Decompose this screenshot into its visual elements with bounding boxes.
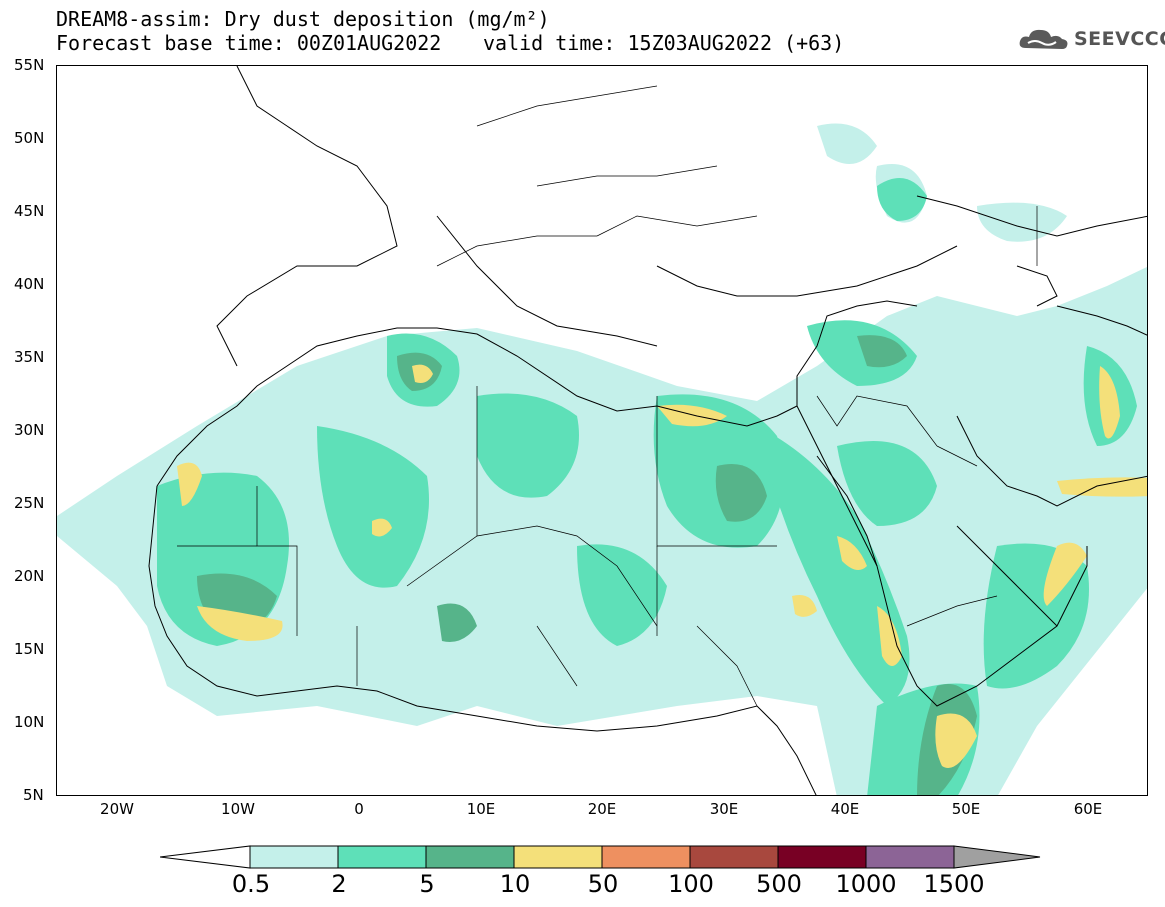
coastlines: [148, 66, 1147, 795]
colorbar-bin: [601, 845, 691, 869]
lat-label-45n: 45N: [14, 202, 45, 220]
map-area: [56, 65, 1148, 796]
lon-label-10w: 10W: [221, 800, 255, 818]
colorbar-bin: [249, 845, 339, 869]
colorbar-bin: [865, 845, 955, 869]
lon-label-20e: 20E: [587, 800, 617, 818]
colorbar-label: 50: [587, 870, 619, 898]
lat-label-50n: 50N: [14, 129, 45, 147]
colorbar-bin: [337, 845, 427, 869]
colorbar-upper-arrow: [953, 845, 1041, 869]
colorbar-label: 100: [668, 870, 714, 898]
lat-label-20n: 20N: [14, 567, 45, 585]
colorbar-label: 1500: [923, 870, 985, 898]
colorbar-label: 0.5: [231, 870, 271, 898]
colorbar-label: 5: [419, 870, 435, 898]
lat-label-55n: 55N: [14, 56, 45, 74]
cloud-icon: [1019, 29, 1068, 49]
lat-label-25n: 25N: [14, 494, 45, 512]
lon-label-50e: 50E: [951, 800, 981, 818]
forecast-base-time: Forecast base time: 00Z01AUG2022: [56, 31, 442, 55]
lat-label-30n: 30N: [14, 421, 45, 439]
seevccc-logo: SEEVCCC: [1018, 26, 1165, 52]
lat-label-35n: 35N: [14, 348, 45, 366]
logo-text: SEEVCCC: [1074, 28, 1165, 50]
colorbar-bin: [425, 845, 515, 869]
valid-time: valid time: 15Z03AUG2022 (+63): [483, 31, 845, 55]
lat-label-5n: 5N: [23, 786, 44, 804]
lat-label-40n: 40N: [14, 275, 45, 293]
lon-label-30e: 30E: [709, 800, 739, 818]
colorbar-bin: [777, 845, 867, 869]
colorbar-lower-arrow: [160, 845, 251, 869]
lat-label-10n: 10N: [14, 713, 45, 731]
map-title: DREAM8-assim: Dry dust deposition (mg/m²…: [56, 7, 550, 31]
colorbar-label: 10: [499, 870, 531, 898]
lon-label-60e: 60E: [1073, 800, 1103, 818]
lat-label-15n: 15N: [14, 640, 45, 658]
deposition-field: [57, 123, 1147, 795]
colorbar-bin: [689, 845, 779, 869]
lon-label-20w: 20W: [100, 800, 134, 818]
lon-label-40e: 40E: [830, 800, 860, 818]
country-borders: [177, 85, 1038, 707]
lon-label-0: 0: [354, 800, 364, 818]
colorbar-label: 500: [756, 870, 802, 898]
lon-label-10e: 10E: [466, 800, 496, 818]
colorbar-label: 2: [331, 870, 347, 898]
colorbar-label: 1000: [835, 870, 897, 898]
colorbar: [160, 845, 1041, 869]
dust-deposition-map: [57, 66, 1147, 795]
colorbar-bin: [513, 845, 603, 869]
